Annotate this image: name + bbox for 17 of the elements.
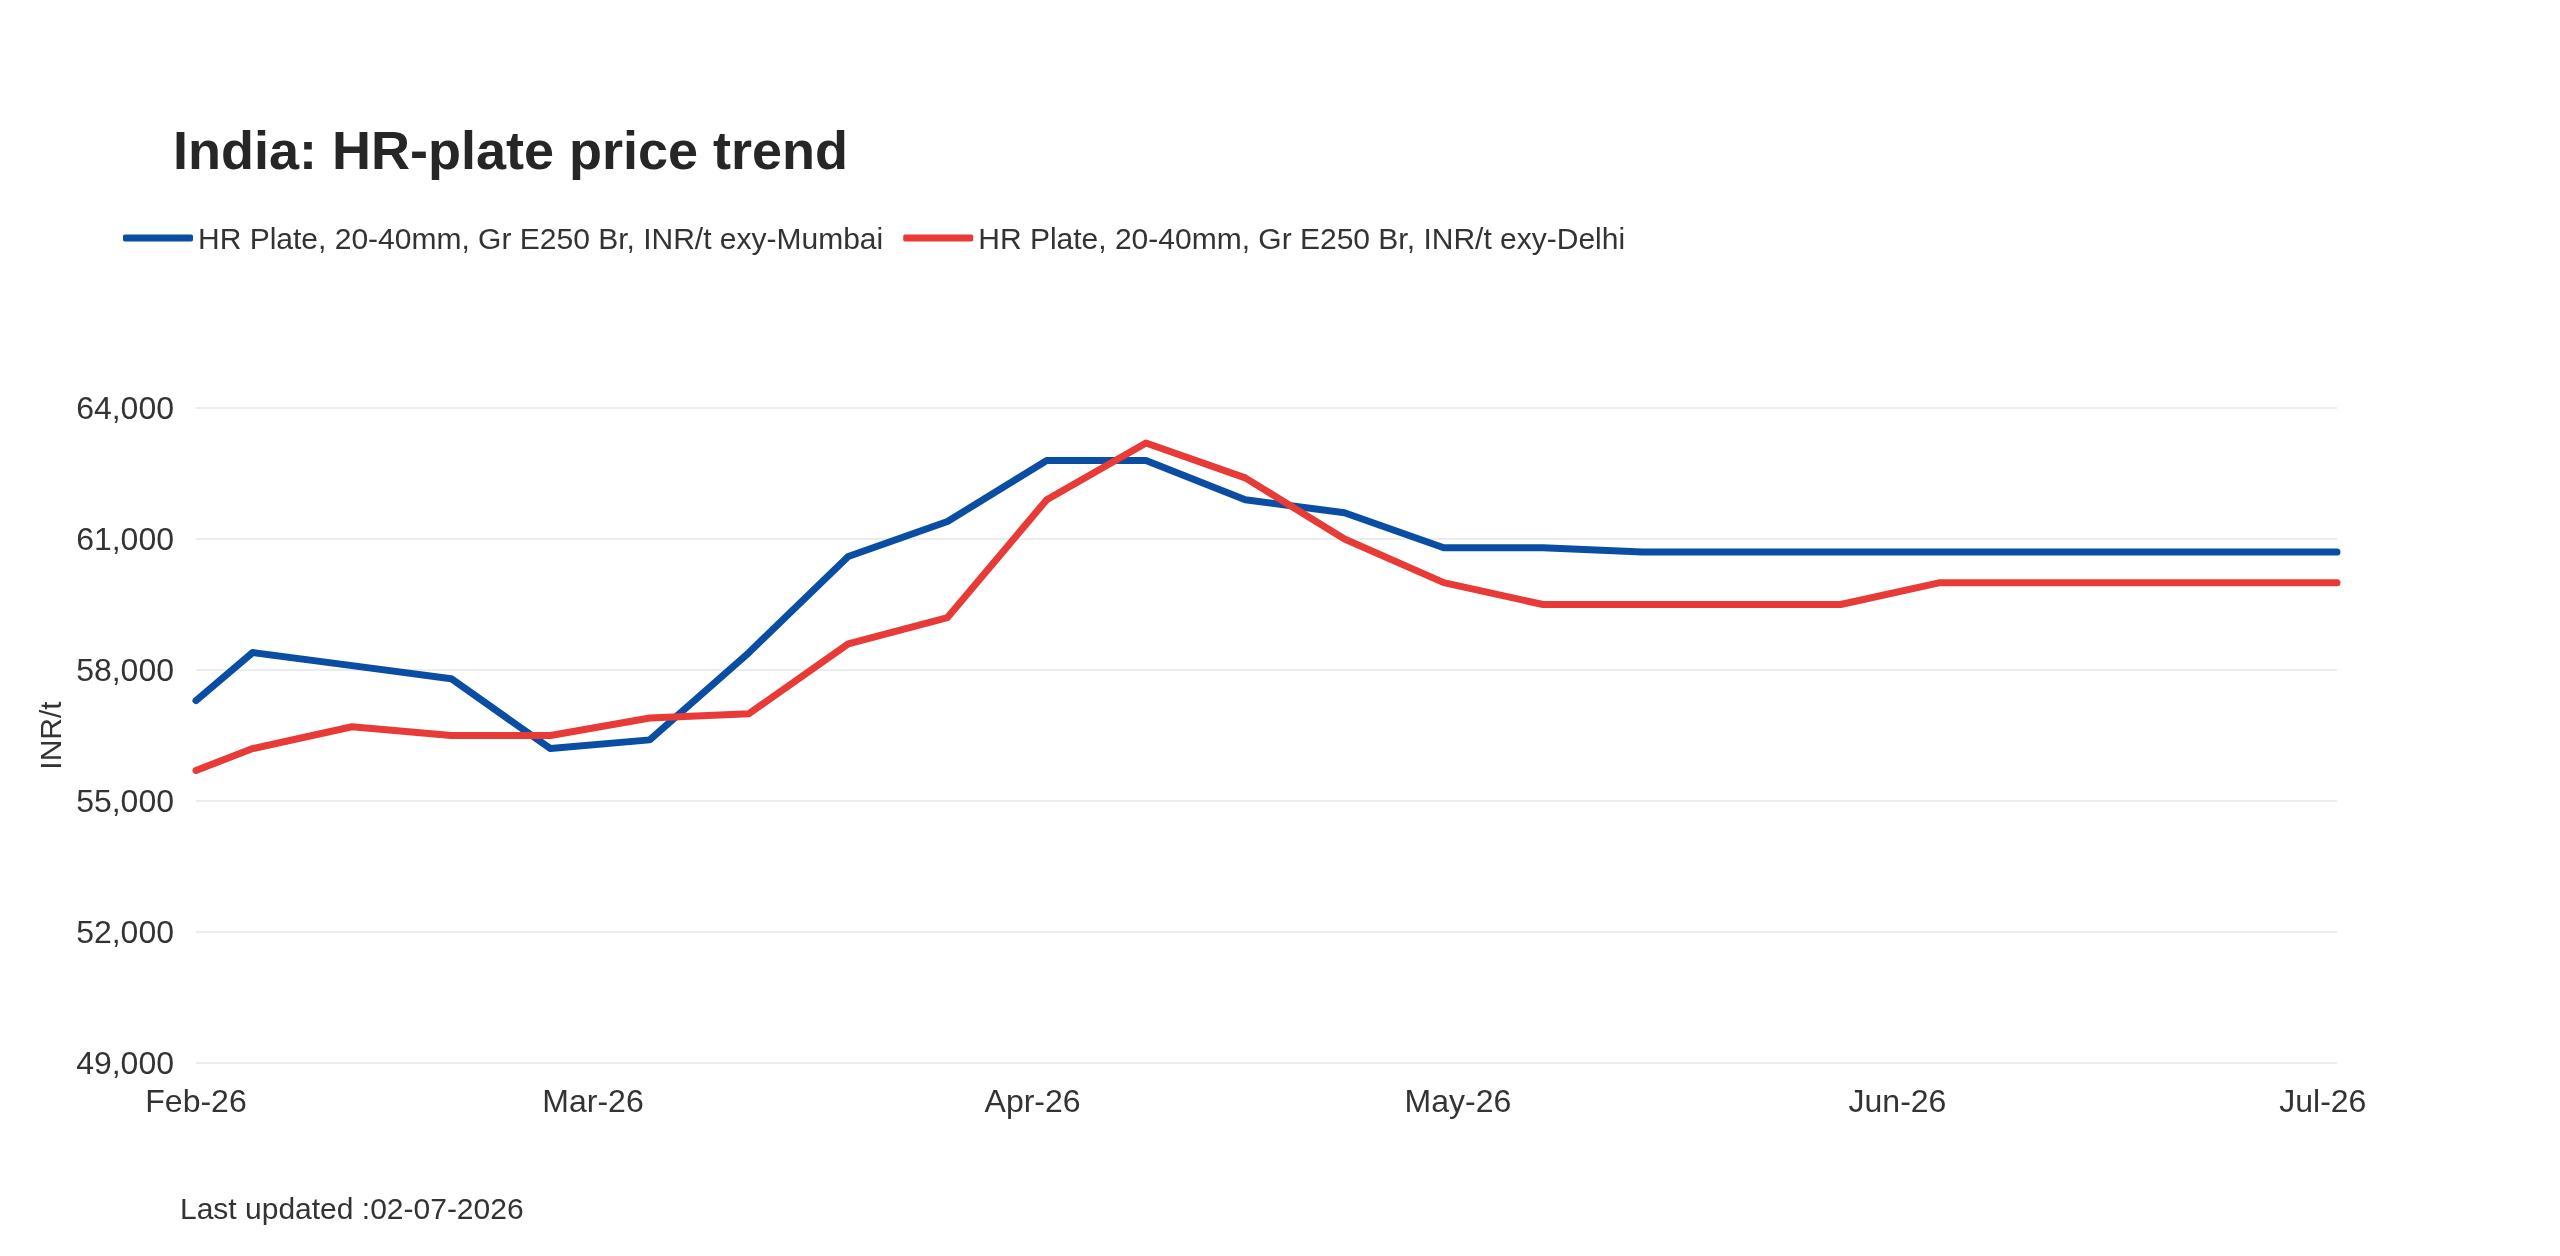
y-tick-label: 61,000 xyxy=(76,521,174,557)
x-tick-label: Jul-26 xyxy=(2279,1083,2367,1119)
y-tick-label: 58,000 xyxy=(76,652,174,688)
x-tick-label: Apr-26 xyxy=(984,1083,1081,1119)
x-tick-label: May-26 xyxy=(1404,1083,1512,1119)
legend-label: HR Plate, 20-40mm, Gr E250 Br, INR/t exy-Delhi xyxy=(978,221,1626,255)
y-tick-label: 49,000 xyxy=(76,1045,174,1081)
chart-title: India: HR-plate price trend xyxy=(173,120,849,180)
y-tick-label: 55,000 xyxy=(76,783,174,819)
y-tick-label: 52,000 xyxy=(76,914,174,950)
x-tick-label: Jun-26 xyxy=(1848,1083,1947,1119)
legend-label: HR Plate, 20-40mm, Gr E250 Br, INR/t exy-Mumbai xyxy=(198,221,884,255)
text: Last updated :02-07-2026 xyxy=(180,1191,524,1225)
x-tick-label: Mar-26 xyxy=(542,1083,644,1119)
y-tick-label: 64,000 xyxy=(76,390,174,426)
y-axis-title: INR/t xyxy=(33,700,67,770)
x-tick-label: Feb-26 xyxy=(145,1083,247,1119)
